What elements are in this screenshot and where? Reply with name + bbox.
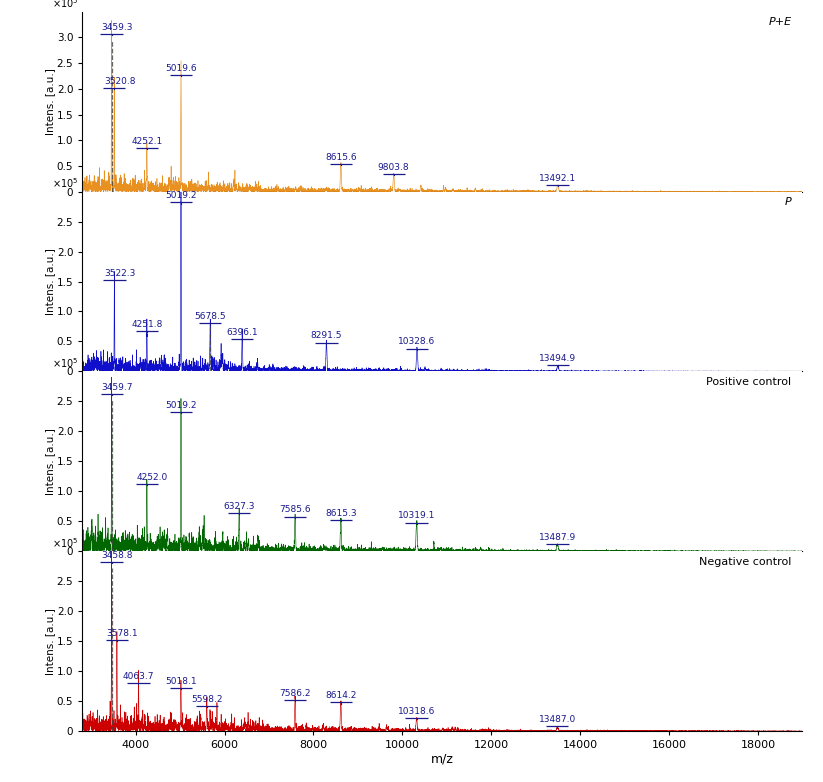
Text: 7585.6: 7585.6 — [279, 505, 311, 514]
Text: 5019.2: 5019.2 — [165, 401, 197, 410]
Text: P+E: P+E — [769, 17, 792, 27]
Text: 6327.3: 6327.3 — [223, 501, 255, 511]
Text: 13494.9: 13494.9 — [539, 354, 576, 363]
Text: 3459.3: 3459.3 — [101, 23, 133, 32]
Text: 5678.5: 5678.5 — [194, 312, 226, 321]
Y-axis label: Intens. [a.u.]: Intens. [a.u.] — [45, 68, 55, 135]
Y-axis label: Intens. [a.u.]: Intens. [a.u.] — [45, 428, 55, 495]
Text: 9803.8: 9803.8 — [378, 163, 410, 172]
Text: 8615.6: 8615.6 — [325, 152, 356, 162]
Text: $\times$10$^5$: $\times$10$^5$ — [53, 176, 79, 190]
Text: 5018.1: 5018.1 — [165, 676, 197, 686]
Text: 13492.1: 13492.1 — [539, 174, 576, 183]
Text: 8614.2: 8614.2 — [325, 691, 356, 700]
Text: Positive control: Positive control — [706, 377, 792, 387]
Text: 8615.3: 8615.3 — [325, 509, 356, 518]
Text: 4251.8: 4251.8 — [131, 320, 162, 329]
Text: 4252.1: 4252.1 — [131, 138, 162, 146]
Text: 3459.7: 3459.7 — [101, 383, 133, 392]
Text: 13487.9: 13487.9 — [539, 533, 576, 542]
Text: P: P — [785, 197, 792, 207]
Text: 4063.7: 4063.7 — [123, 672, 154, 681]
Text: 10318.6: 10318.6 — [398, 707, 435, 716]
Text: 4252.0: 4252.0 — [137, 473, 168, 482]
Text: Negative control: Negative control — [700, 557, 792, 567]
Text: 3458.8: 3458.8 — [101, 551, 133, 560]
Text: 13487.0: 13487.0 — [539, 715, 576, 724]
Text: 7586.2: 7586.2 — [279, 689, 311, 698]
Text: 3520.8: 3520.8 — [105, 77, 136, 86]
Text: 10319.1: 10319.1 — [398, 511, 435, 520]
Text: $\times$10$^5$: $\times$10$^5$ — [53, 356, 79, 370]
Text: 3578.1: 3578.1 — [107, 629, 138, 637]
X-axis label: m/z: m/z — [431, 753, 453, 766]
Text: 3522.3: 3522.3 — [105, 269, 136, 278]
Y-axis label: Intens. [a.u.]: Intens. [a.u.] — [45, 248, 55, 315]
Y-axis label: Intens. [a.u.]: Intens. [a.u.] — [45, 608, 55, 675]
Text: 10328.6: 10328.6 — [398, 337, 435, 346]
Text: 8291.5: 8291.5 — [310, 332, 342, 340]
Text: $\times$10$^5$: $\times$10$^5$ — [53, 536, 79, 550]
Text: 5019.6: 5019.6 — [165, 64, 197, 73]
Text: 5019.2: 5019.2 — [165, 191, 197, 200]
Text: 5598.2: 5598.2 — [191, 694, 222, 704]
Text: 6396.1: 6396.1 — [226, 328, 258, 337]
Text: $\times$10$^5$: $\times$10$^5$ — [53, 0, 79, 10]
